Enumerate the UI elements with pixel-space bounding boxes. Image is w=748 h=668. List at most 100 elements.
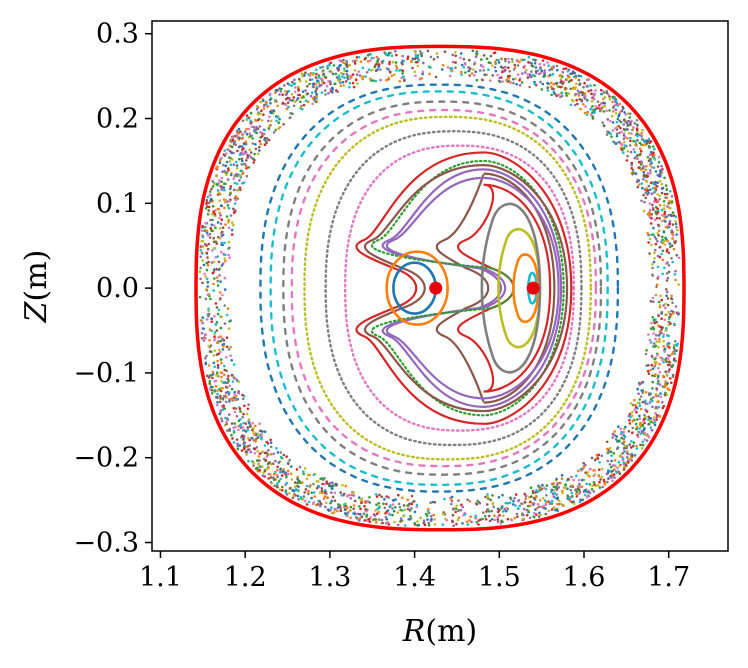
chaos-point — [312, 82, 316, 85]
chaos-point — [229, 185, 233, 188]
chaos-point — [369, 59, 372, 62]
chaos-point — [449, 66, 453, 70]
chaos-point — [513, 516, 516, 520]
chaos-point — [526, 73, 529, 76]
chaos-point — [559, 85, 562, 89]
chaos-point — [655, 320, 658, 324]
chaos-point — [606, 451, 610, 455]
chaos-point — [636, 178, 639, 182]
chaos-point — [296, 494, 300, 498]
chaos-point — [206, 293, 210, 297]
chaos-point — [245, 118, 248, 122]
chaos-point — [278, 488, 282, 492]
chaos-point — [537, 486, 541, 489]
chaos-point — [663, 192, 667, 196]
chaos-point — [523, 58, 526, 62]
chaos-point — [555, 64, 559, 68]
chaos-point — [652, 233, 655, 236]
chaos-point — [605, 89, 608, 93]
chaos-point — [574, 86, 577, 89]
chaos-point — [462, 66, 466, 69]
boundary-layer — [194, 44, 686, 532]
chaos-point — [648, 393, 651, 397]
chaos-point — [647, 423, 650, 426]
chaos-point — [655, 237, 658, 241]
chaos-point — [618, 464, 621, 468]
chaos-point — [598, 104, 601, 107]
chaos-point — [619, 427, 622, 431]
chaos-point — [252, 426, 255, 430]
chaos-point — [611, 106, 615, 109]
chaos-point — [603, 102, 606, 105]
chaos-point — [552, 482, 555, 485]
y-tick-label: 0.2 — [96, 104, 139, 135]
chaos-point — [378, 493, 381, 497]
chaos-point — [602, 97, 605, 101]
chaos-point — [245, 127, 248, 131]
chaos-point — [332, 484, 336, 487]
chaos-point — [592, 474, 596, 478]
chaos-point — [249, 111, 253, 115]
chaos-point — [314, 76, 318, 79]
chaos-point — [667, 357, 670, 361]
chaos-point — [587, 490, 591, 493]
chaos-point — [546, 61, 549, 64]
chaos-point — [211, 218, 214, 222]
chaos-point — [222, 186, 226, 189]
chaos-point — [609, 450, 613, 454]
chaos-point — [229, 163, 233, 166]
chaos-point — [474, 516, 478, 520]
chaos-point — [635, 444, 638, 448]
chaos-point — [256, 459, 259, 462]
chaos-point — [315, 480, 319, 483]
chaos-point — [574, 488, 578, 491]
chaos-point — [511, 503, 515, 506]
chaos-point — [230, 359, 233, 362]
chaos-point — [250, 436, 253, 440]
chaos-point — [656, 211, 660, 214]
chaos-point — [601, 89, 605, 93]
chaos-point — [286, 469, 290, 473]
chaos-point — [217, 268, 221, 271]
chaos-point — [326, 64, 329, 68]
chaos-point — [569, 485, 572, 488]
chaos-point — [592, 92, 596, 96]
chaos-point — [583, 489, 586, 492]
chaos-point — [210, 392, 214, 395]
island-surface-2 — [497, 227, 542, 349]
chaos-point — [671, 260, 674, 264]
chaos-point — [461, 522, 464, 525]
chaos-point — [411, 500, 415, 504]
chaos-point — [222, 404, 225, 408]
chaos-point — [654, 293, 658, 297]
chaos-point — [665, 294, 668, 298]
chaos-point — [538, 62, 542, 66]
chaos-point — [657, 314, 660, 318]
chaos-point — [673, 352, 676, 356]
chaos-point — [220, 361, 223, 365]
chaos-point — [249, 151, 253, 154]
chaos-point — [355, 73, 359, 76]
chaos-point — [416, 56, 419, 60]
chaos-point — [218, 274, 221, 277]
chaos-point — [218, 199, 221, 202]
chaos-point — [207, 344, 210, 348]
chaos-point — [213, 331, 217, 334]
chaos-point — [555, 507, 559, 511]
chaos-point — [658, 203, 662, 207]
chaos-point — [219, 213, 222, 217]
chaos-point — [415, 503, 419, 507]
chaos-point — [223, 188, 226, 192]
chaos-point — [208, 382, 211, 385]
chaos-point — [220, 375, 223, 379]
chaos-point — [472, 68, 475, 71]
chaos-point — [550, 490, 553, 494]
chaos-point — [228, 413, 231, 416]
chaos-point — [638, 414, 641, 418]
chaos-point — [618, 455, 622, 458]
chaos-point — [207, 242, 211, 246]
chaos-point — [263, 469, 267, 473]
chaos-point — [432, 57, 436, 61]
chaos-point — [234, 134, 238, 138]
chaos-point — [623, 450, 626, 454]
